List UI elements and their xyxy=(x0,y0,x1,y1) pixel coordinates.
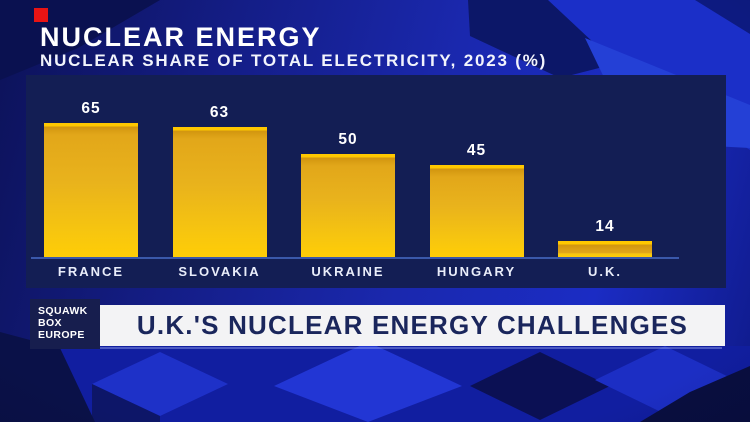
headline-banner: U.K.'S NUCLEAR ENERGY CHALLENGES xyxy=(100,305,725,346)
bar-value-label: 50 xyxy=(338,131,358,148)
show-badge: SQUAWK BOX EUROPE xyxy=(30,299,100,349)
bar-category-label: UKRAINE xyxy=(311,264,385,279)
bar-value-label: 14 xyxy=(595,218,615,235)
chart-title: NUCLEAR ENERGY xyxy=(40,22,322,52)
show-badge-line: EUROPE xyxy=(38,328,85,341)
chart-subtitle: NUCLEAR SHARE OF TOTAL ELECTRICITY, 2023… xyxy=(40,51,548,70)
bar-uk xyxy=(558,241,652,257)
show-badge-line: SQUAWK xyxy=(38,305,88,317)
headline-text: U.K.'S NUCLEAR ENERGY CHALLENGES xyxy=(136,310,689,340)
bar-chart-panel: 65 FRANCE 63 SLOVAKIA 50 UKRAINE 45 HUNGARY 14 U.… xyxy=(26,75,726,288)
banner-underline xyxy=(32,347,722,349)
bar-category-label: SLOVAKIA xyxy=(178,264,261,279)
bar-france xyxy=(44,123,138,257)
bar-hungary xyxy=(429,165,524,257)
bar-value-label: 45 xyxy=(466,142,487,159)
bar-value-label: 65 xyxy=(81,100,101,117)
bar-category-label: FRANCE xyxy=(57,264,125,279)
x-axis-line xyxy=(31,257,679,259)
bar-value-label: 63 xyxy=(209,104,230,121)
bar-ukraine xyxy=(301,154,395,257)
bar-category-label: U.K. xyxy=(588,264,622,279)
record-indicator-square xyxy=(34,8,48,22)
bar-slovakia xyxy=(172,127,267,257)
bar-category-label: HUNGARY xyxy=(436,264,517,279)
show-badge-line: BOX xyxy=(38,316,62,329)
